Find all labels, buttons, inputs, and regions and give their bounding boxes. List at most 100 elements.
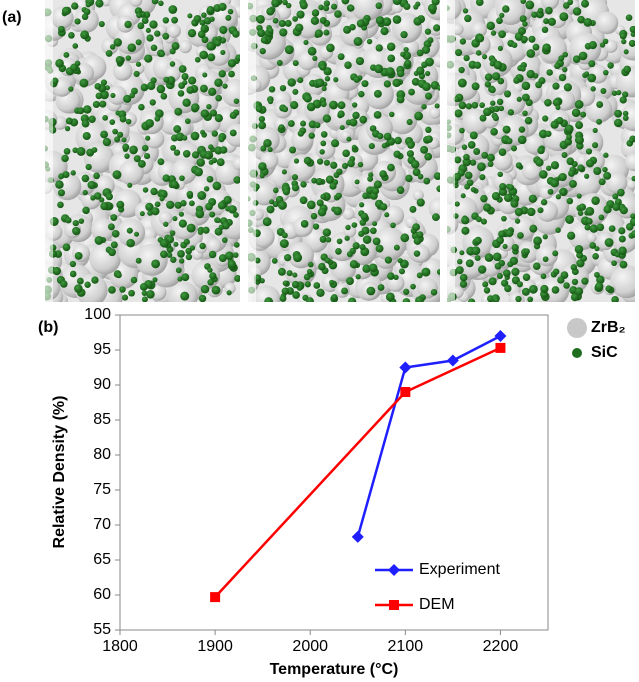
sic-particle [279,295,287,302]
sic-particle [129,145,138,155]
sic-particle [366,38,373,45]
sic-particle [614,109,623,118]
zrb2-particle [206,238,222,254]
sic-particle [198,294,207,302]
sic-particle [303,273,311,281]
sic-particle [183,238,190,245]
sic-particle [125,118,132,125]
sic-particle [375,16,385,25]
sic-particle [102,114,109,121]
sic-particle [181,273,190,282]
sic-particle [117,131,124,138]
sic-particle [235,54,240,62]
sic-particle [425,92,433,100]
sic-particle [315,177,323,186]
sic-particle [186,86,195,94]
sic-particle [454,156,462,164]
sic-particle [511,243,519,252]
sic-particle [205,202,213,211]
sic-particle [461,216,470,225]
sic-particle [407,141,415,149]
sic-particle [396,69,405,78]
sic-particle [400,51,406,58]
sic-particle [80,30,90,40]
sic-particle [233,211,239,218]
sic-particle [209,16,215,22]
zrb2-particle [178,40,192,54]
particle-legend-marker [572,348,582,358]
sic-particle [477,162,486,172]
sic-particle [417,173,424,180]
sic-particle [454,201,460,207]
sic-particle [479,174,486,181]
sic-particle [315,78,325,88]
sic-particle [281,169,287,175]
sic-particle [538,129,548,139]
sic-particle [276,59,283,66]
sic-particle [341,287,349,295]
sic-particle [411,77,420,86]
sic-particle [291,174,299,181]
sic-particle [109,44,116,50]
sic-particle [459,280,468,288]
sic-particle [528,194,537,203]
sic-particle [88,115,96,123]
sic-particle [619,206,628,215]
sic-particle [618,246,627,255]
sic-particle [616,90,622,96]
sic-particle [121,137,127,143]
sic-particle [218,2,227,11]
sic-particle [112,128,119,135]
zrb2-particle [107,85,127,105]
sic-particle [126,238,135,248]
sic-particle [123,94,132,103]
sic-particle [107,223,115,231]
sic-particle [540,199,548,206]
sic-particle [547,17,556,26]
sic-particle [547,188,554,195]
sic-particle [182,79,188,86]
sic-particle [552,250,559,257]
sic-particle [151,207,160,216]
zrb2-particle [333,62,362,91]
sic-particle [145,27,151,34]
sic-particle [405,174,413,183]
sic-particle [72,43,79,49]
sic-particle [112,170,122,180]
sic-particle [207,278,214,286]
sic-particle [469,131,478,140]
sic-particle [52,266,62,276]
sic-particle [560,189,567,196]
sic-particle [177,250,185,258]
sic-particle [160,250,168,259]
sic-particle [552,82,560,90]
sic-particle [220,49,226,56]
sic-particle [488,277,497,286]
sic-particle [182,135,188,141]
sic-particle [594,271,600,278]
sic-particle [550,178,560,188]
sic-particle [65,217,72,224]
sic-particle [325,237,332,243]
sic-particle [559,12,569,22]
sic-particle [588,41,597,50]
sic-particle [590,86,596,92]
sic-particle [459,273,468,282]
sic-particle [349,260,359,269]
sic-particle [282,0,288,6]
sic-particle [348,5,355,12]
sic-particle [277,267,286,276]
sic-particle [393,244,400,251]
zrb2-particle [350,0,384,21]
sic-particle [566,134,572,140]
sic-particle [341,0,350,5]
sic-particle [425,70,431,77]
sic-particle [416,198,425,207]
sic-particle [208,250,217,259]
sic-particle [135,39,142,46]
sic-particle [518,126,526,133]
sic-particle [608,225,616,232]
zrb2-particle [586,232,597,243]
sic-particle [99,90,109,100]
